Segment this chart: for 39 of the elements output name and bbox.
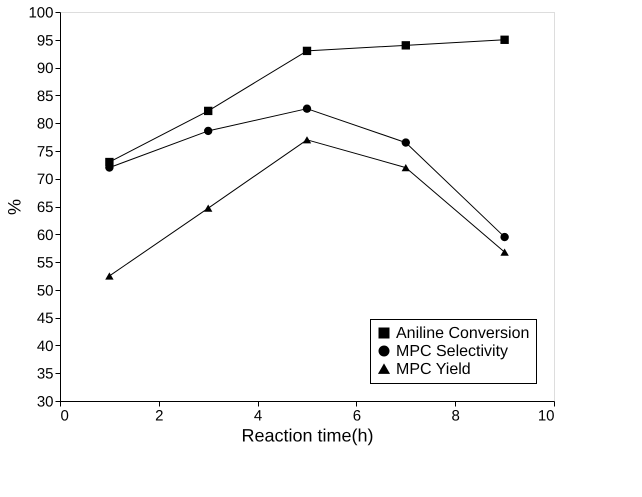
y-tick-label: 70 xyxy=(36,171,54,188)
point xyxy=(500,232,509,242)
y-tick-label: 95 xyxy=(36,32,54,50)
x-tick-label: 4 xyxy=(254,408,262,424)
x-tick-label: 8 xyxy=(452,408,460,424)
y-tick-label: 55 xyxy=(36,254,54,272)
y-tick-label: 35 xyxy=(36,366,54,383)
point xyxy=(302,46,312,56)
legend-label: MPC Yield xyxy=(396,361,471,378)
point xyxy=(500,36,509,44)
y-tick-label: 30 xyxy=(36,394,54,410)
y-tick-label: 40 xyxy=(36,338,54,355)
legend-label: MPC Selectivity xyxy=(396,343,508,360)
y-tick-label: 75 xyxy=(36,143,54,160)
x-tick-label: 2 xyxy=(155,408,164,424)
point xyxy=(402,164,410,172)
point xyxy=(402,138,410,147)
point xyxy=(402,41,410,50)
y-axis-title: % xyxy=(4,198,24,216)
y-tick-label: 45 xyxy=(36,310,54,328)
point xyxy=(105,272,114,280)
point xyxy=(302,136,312,144)
point xyxy=(302,104,312,113)
y-tick-label: 50 xyxy=(36,282,54,300)
point xyxy=(204,204,212,212)
y-tick-label: 90 xyxy=(36,60,54,78)
point xyxy=(500,248,509,256)
point xyxy=(204,126,212,136)
x-tick-label: 0 xyxy=(60,408,69,424)
x-axis-title: Reaction time(h) xyxy=(241,426,374,446)
legend-label: Aniline Conversion xyxy=(396,325,530,342)
x-tick-label: 6 xyxy=(352,408,362,424)
y-tick-label: 85 xyxy=(36,88,54,105)
y-tick-label: 60 xyxy=(36,226,54,244)
x-tick-label: 10 xyxy=(538,408,554,424)
y-tick-label: 65 xyxy=(36,199,54,216)
point xyxy=(204,106,212,116)
y-tick-label: 100 xyxy=(28,4,54,22)
y-tick-label: 80 xyxy=(36,116,54,133)
